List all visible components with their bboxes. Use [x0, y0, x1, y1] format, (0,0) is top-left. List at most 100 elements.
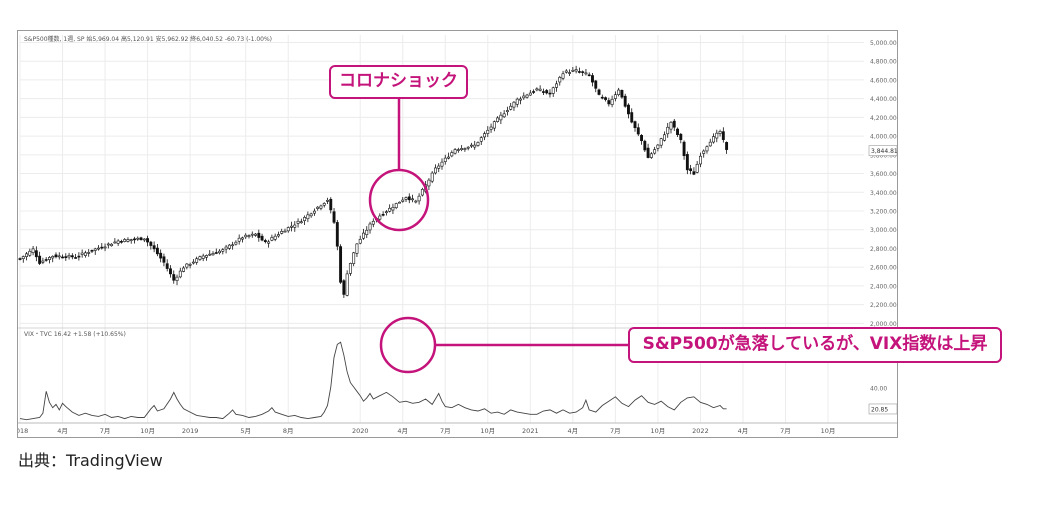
candle [653, 149, 657, 154]
candle [352, 252, 356, 264]
candle [234, 241, 238, 245]
candle [41, 260, 45, 263]
candle [342, 280, 346, 295]
candle [535, 88, 539, 91]
candle [659, 138, 663, 146]
candle [443, 157, 447, 162]
candle [283, 230, 287, 233]
candle [610, 98, 614, 105]
candle [296, 220, 300, 224]
candle [159, 252, 163, 259]
candle [34, 250, 38, 258]
candle [404, 197, 408, 200]
candle [571, 69, 575, 72]
sp500-y-tick-label: 2,200.00 [870, 302, 897, 309]
candle [191, 261, 195, 264]
candle [119, 241, 123, 243]
candle [280, 231, 284, 234]
candle [512, 101, 516, 108]
candle [705, 146, 709, 152]
candle [44, 259, 48, 261]
x-tick-label: 7月 [780, 427, 791, 435]
candle [519, 98, 522, 101]
candle [322, 203, 326, 206]
candle [136, 237, 140, 240]
candle [479, 137, 483, 142]
candle [250, 233, 254, 236]
candle [496, 117, 500, 122]
candle [319, 205, 323, 209]
candle [267, 241, 271, 244]
vix-last-value: 20.85 [871, 406, 888, 413]
candle [231, 244, 235, 247]
candle [306, 214, 310, 220]
candle [155, 247, 159, 255]
candle [358, 238, 362, 244]
candle [316, 206, 320, 209]
candle [381, 214, 385, 216]
candle [152, 245, 156, 250]
candle [620, 89, 624, 98]
candle [241, 237, 244, 240]
candle [355, 243, 359, 254]
candle [669, 121, 673, 130]
candle [440, 161, 444, 167]
candle [676, 128, 679, 135]
candle [466, 146, 470, 149]
x-tick-label: 10月 [821, 427, 836, 435]
candle [93, 248, 97, 251]
candle [640, 135, 643, 142]
sp500-y-tick-label: 2,400.00 [870, 283, 897, 290]
x-tick-label: 8月 [283, 427, 294, 435]
candle [450, 152, 454, 157]
sp500-y-tick-label: 4,600.00 [870, 77, 897, 84]
candle [378, 215, 382, 220]
x-tick-label: 7月 [610, 427, 621, 435]
candle [538, 88, 542, 91]
candle [162, 256, 166, 263]
candle [142, 238, 146, 241]
candle [702, 150, 706, 154]
candle [221, 249, 225, 252]
candle [548, 92, 552, 95]
candle [532, 91, 536, 93]
candle [237, 237, 241, 242]
candle [427, 179, 431, 187]
candle [362, 232, 365, 239]
candle [476, 142, 480, 146]
candle [329, 198, 333, 211]
candle [633, 121, 637, 129]
candle [169, 268, 172, 275]
candle [185, 263, 189, 268]
candle [74, 257, 78, 259]
candle [110, 243, 114, 247]
candle [218, 250, 221, 254]
candle [502, 113, 506, 118]
candle [224, 246, 228, 250]
candle [208, 253, 212, 256]
source-note: 出典：TradingView [18, 451, 163, 470]
candle [348, 263, 352, 274]
candle [430, 172, 434, 182]
candle [666, 126, 670, 135]
sp500-legend: S&P500種数, 1週, SP 始5,969.04 高5,120.91 安5,… [24, 35, 272, 43]
candle [394, 203, 398, 208]
candle [312, 210, 316, 214]
candle [77, 255, 81, 258]
x-tick-label: 5月 [240, 427, 251, 435]
candle [447, 156, 450, 159]
candle [146, 238, 150, 243]
candle [577, 71, 581, 73]
candle [391, 207, 395, 211]
candle [286, 227, 290, 232]
candle [129, 239, 133, 241]
sp500-y-tick-label: 3,200.00 [870, 208, 897, 215]
x-tick-label: 4月 [568, 427, 579, 435]
sp500-y-tick-label: 4,400.00 [870, 96, 897, 103]
candle [636, 127, 640, 135]
sp500-y-tick-label: 4,800.00 [870, 59, 897, 66]
sp500-y-tick-label: 4,200.00 [870, 115, 897, 122]
candle [434, 167, 437, 174]
x-tick-label: 2021 [522, 427, 539, 435]
candle [195, 258, 199, 263]
